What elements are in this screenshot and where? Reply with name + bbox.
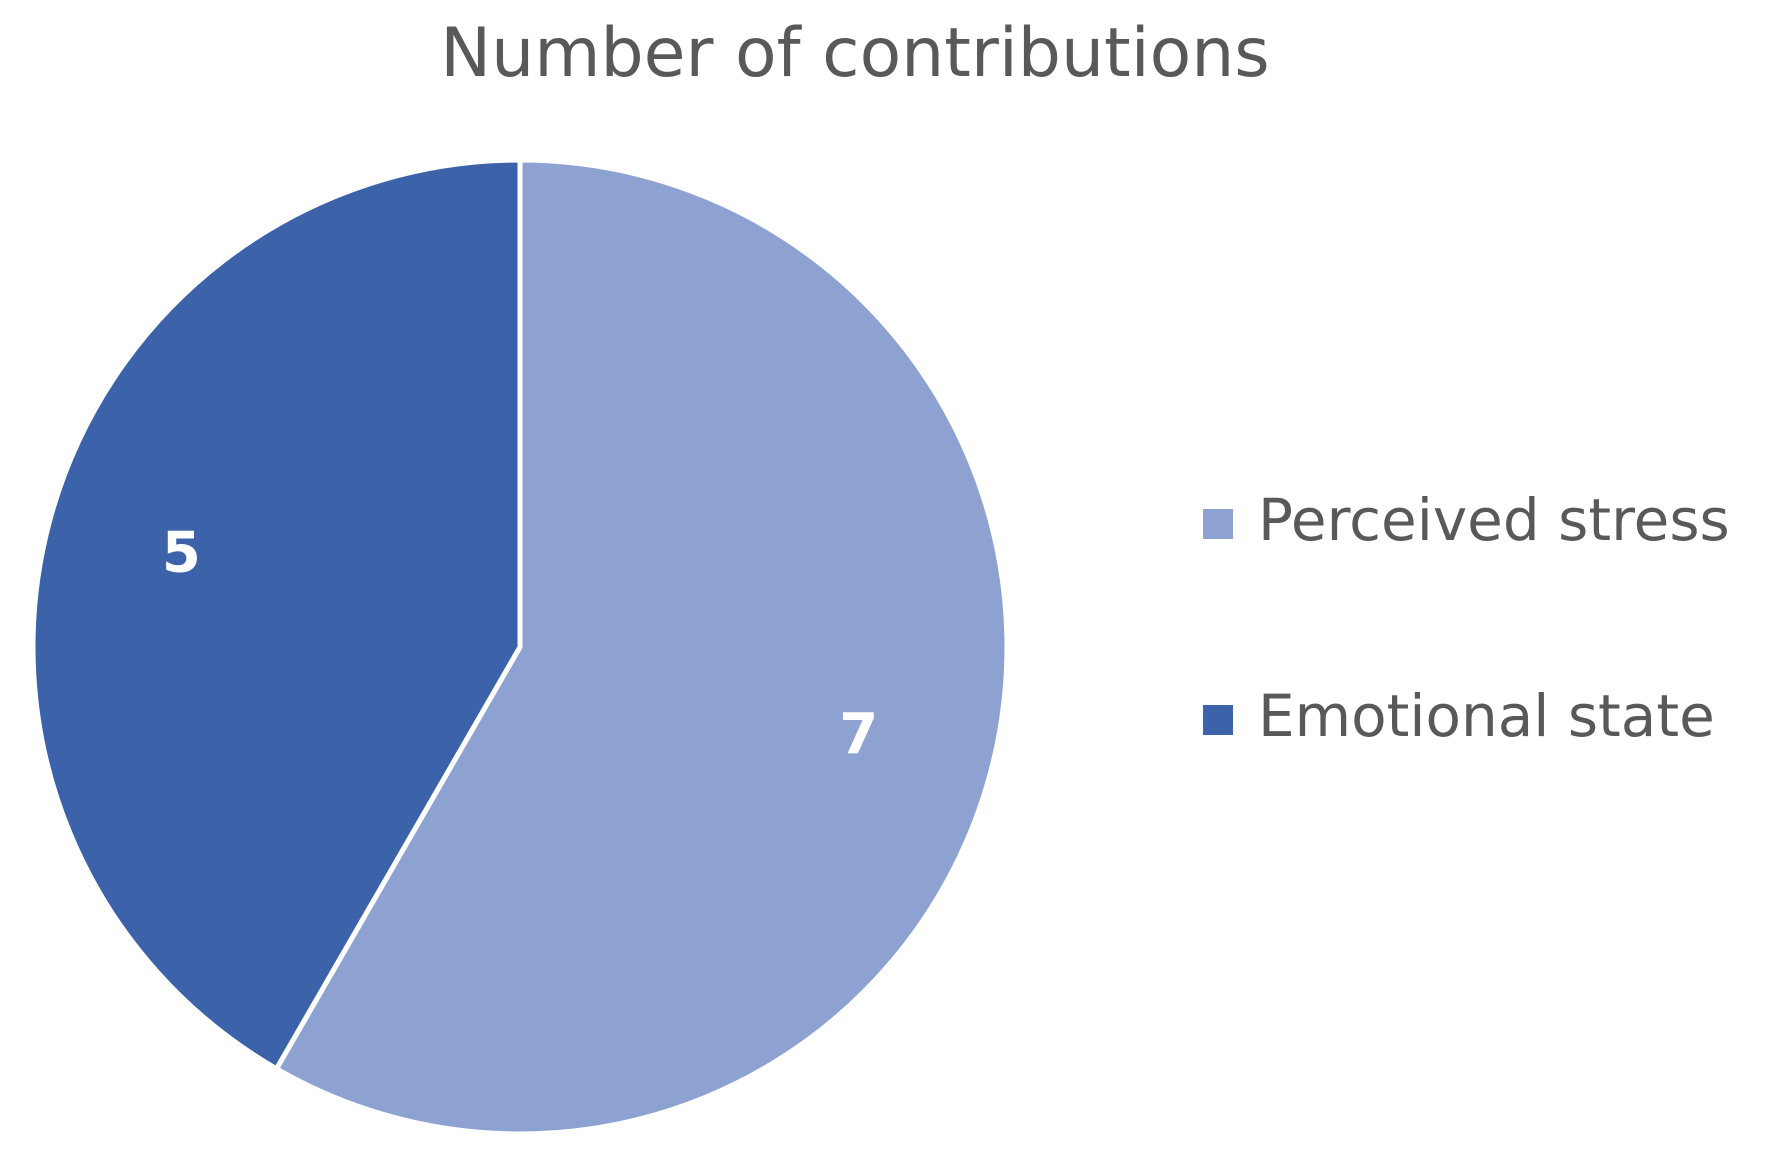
- data-label-perceived-stress: 7: [839, 702, 878, 767]
- legend-item-emotional-state: Emotional state: [1203, 682, 1715, 750]
- legend: Perceived stress Emotional state: [1203, 486, 1730, 750]
- legend-label-emotional-state: Emotional state: [1258, 682, 1715, 750]
- chart-title: Number of contributions: [440, 14, 1269, 93]
- data-label-emotional-state: 5: [162, 520, 201, 585]
- legend-label-perceived-stress: Perceived stress: [1258, 486, 1730, 554]
- pie-slice-emotional-state: [30, 157, 523, 1072]
- legend-item-perceived-stress: Perceived stress: [1203, 486, 1730, 554]
- pie-slice-perceived-stress: [274, 157, 1010, 1137]
- pie-data-labels: 75: [162, 520, 878, 767]
- legend-swatch-emotional-state: [1203, 705, 1233, 735]
- pie-slices: [30, 157, 1010, 1137]
- legend-swatch-perceived-stress: [1203, 509, 1233, 539]
